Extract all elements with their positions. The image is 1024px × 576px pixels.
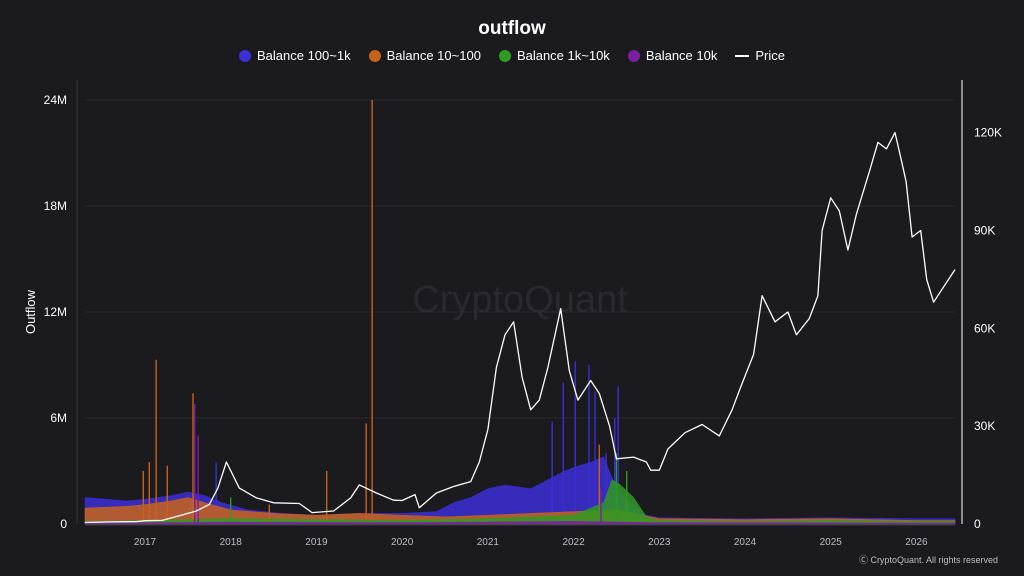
- x-tick-label: 2019: [305, 537, 328, 548]
- y2-tick-label: 0: [974, 517, 981, 531]
- x-tick-label: 2022: [562, 537, 585, 548]
- area-series-3: [84, 521, 956, 525]
- legend-swatch: [735, 54, 750, 57]
- legend-swatch: [627, 49, 640, 62]
- legend-swatch: [238, 49, 251, 62]
- legend-swatch: [368, 49, 381, 62]
- x-tick-label: 2024: [734, 537, 757, 548]
- copyright-credit: Ⓒ CryptoQuant. All rights reserved: [858, 555, 998, 565]
- x-tick-label: 2021: [477, 537, 500, 548]
- y2-tick-label: 90K: [974, 223, 995, 237]
- y-tick-label: 12M: [44, 305, 67, 319]
- legend: Balance 100~1k Balance 10~100 Balance 1k…: [0, 48, 1024, 63]
- chart-title: outflow: [478, 18, 546, 39]
- y-tick-label: 6M: [50, 411, 67, 425]
- y2-tick-label: 60K: [974, 321, 995, 335]
- y-tick-label: 18M: [44, 199, 67, 213]
- price-line: [84, 131, 956, 524]
- legend-label: Balance 10~100: [386, 48, 481, 63]
- x-tick-label: 2026: [905, 537, 928, 548]
- x-tick-label: 2018: [220, 537, 243, 548]
- legend-item-balance-1k-10k[interactable]: Balance 1k~10k: [498, 48, 610, 63]
- legend-item-balance-100-1k[interactable]: Balance 100~1k: [238, 48, 351, 63]
- legend-label: Price: [755, 48, 785, 63]
- area-series-0: [84, 456, 956, 525]
- legend-label: Balance 100~1k: [256, 48, 351, 63]
- y2-tick-label: 120K: [974, 126, 1002, 140]
- y-tick-label: 24M: [44, 93, 67, 107]
- legend-swatch: [498, 49, 511, 62]
- y-tick-label: 0: [60, 517, 67, 531]
- legend-label: Balance 10k: [645, 48, 718, 63]
- x-tick-label: 2025: [820, 537, 843, 548]
- x-tick-label: 2023: [648, 537, 671, 548]
- area-series-1: [84, 497, 956, 525]
- y-axis-label: Outflow: [23, 289, 38, 334]
- legend-item-price[interactable]: Price: [735, 48, 785, 63]
- legend-item-balance-10k[interactable]: Balance 10k: [627, 48, 718, 63]
- watermark: CryptoQuant: [412, 279, 628, 321]
- legend-item-balance-10-100[interactable]: Balance 10~100: [368, 48, 481, 63]
- x-tick-label: 2020: [391, 537, 414, 548]
- x-tick-label: 2017: [134, 537, 157, 548]
- legend-label: Balance 1k~10k: [516, 48, 610, 63]
- y2-tick-label: 30K: [974, 419, 995, 433]
